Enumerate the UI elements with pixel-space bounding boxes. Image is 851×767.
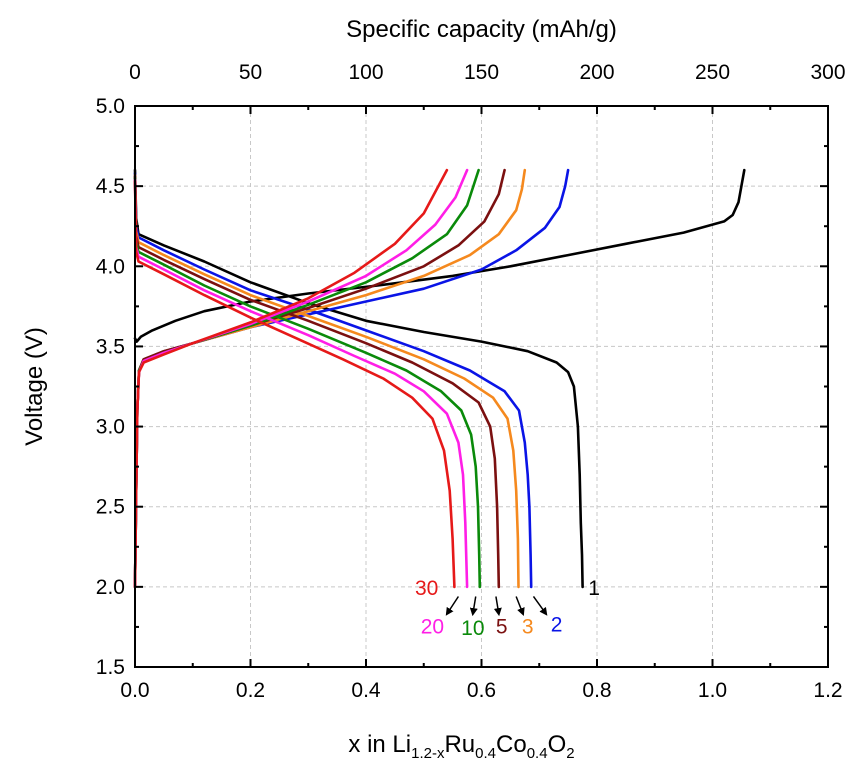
discharge-curve-cycle-30 xyxy=(133,180,456,589)
x-tick-label: 1.2 xyxy=(813,679,842,702)
grid-lines xyxy=(135,106,828,667)
top-axis-title: Specific capacity (mAh/g) xyxy=(346,16,617,43)
x2-tick-label: 100 xyxy=(348,61,383,84)
series-lines xyxy=(133,168,746,589)
charge-curve-cycle-30 xyxy=(133,168,449,589)
x-title-part-co: Co xyxy=(496,731,527,758)
x-title-sub-3: 0.4 xyxy=(527,745,548,762)
y-axis-title: Voltage (V) xyxy=(21,327,48,446)
cycle-arrow xyxy=(469,596,478,617)
annotations: 1 30 20 10 5 3 2 xyxy=(415,577,600,640)
x-title-sub-2: 0.4 xyxy=(475,745,496,762)
y-tick-label: 2.0 xyxy=(96,576,125,599)
y-tick-label: 2.5 xyxy=(96,496,125,519)
discharge-curve-cycle-1 xyxy=(133,168,584,589)
charge-curve-cycle-1 xyxy=(133,168,746,343)
y-tick-label: 3.0 xyxy=(96,416,125,439)
x-tick-label: 0.8 xyxy=(582,679,611,702)
x-tick-label: 0.2 xyxy=(236,679,265,702)
y-tick-label: 4.5 xyxy=(96,175,125,198)
x-title-sub-4: 2 xyxy=(566,745,574,762)
x-title-sub-1: 1.2-x xyxy=(411,745,445,762)
x2-tick-label: 0 xyxy=(129,61,141,84)
discharge-curve-cycle-10 xyxy=(133,176,482,589)
x-axis-title: x in Li1.2-xRu0.4Co0.4O2 xyxy=(348,731,574,762)
x-tick-label: 0.4 xyxy=(351,679,381,702)
cycle-label-30: 30 xyxy=(415,577,438,600)
cycle-arrow xyxy=(493,596,502,617)
axes: 0.0 0.2 0.4 0.6 0.8 1.0 1.2 0 50 100 150 200 250 300 1… xyxy=(96,61,846,702)
cycle-label-2: 2 xyxy=(551,614,563,637)
cycle-label-10: 10 xyxy=(461,617,484,640)
x2-tick-label: 150 xyxy=(464,61,499,84)
discharge-curve-cycle-3 xyxy=(133,173,520,589)
x-tick-label: 0.0 xyxy=(120,679,149,702)
x2-tick-label: 200 xyxy=(579,61,614,84)
y-tick-label: 4.0 xyxy=(96,255,125,278)
discharge-curve-cycle-5 xyxy=(133,175,501,589)
x-title-part-ru: Ru xyxy=(444,731,475,758)
x2-tick-label: 300 xyxy=(810,61,845,84)
cycle-arrow xyxy=(515,596,525,616)
discharge-curve-cycle-2 xyxy=(133,172,533,589)
charge-curve-cycle-2 xyxy=(133,168,570,589)
x-tick-label: 1.0 xyxy=(698,679,727,702)
y-tick-label: 3.5 xyxy=(96,335,125,358)
cycle-label-20: 20 xyxy=(421,615,444,638)
x2-tick-label: 250 xyxy=(695,61,730,84)
y-tick-label: 1.5 xyxy=(96,656,125,679)
y-tick-label: 5.0 xyxy=(96,95,125,118)
cycle-label-3: 3 xyxy=(522,615,534,638)
x2-tick-label: 50 xyxy=(239,61,262,84)
cycle-label-1: 1 xyxy=(588,577,600,600)
x-title-part-o: O xyxy=(548,731,567,758)
x-tick-label: 0.6 xyxy=(467,679,496,702)
cycle-label-5: 5 xyxy=(496,615,508,638)
x-title-part-base: x in Li xyxy=(348,731,411,758)
cycle-arrow xyxy=(445,596,460,616)
discharge-curve-cycle-20 xyxy=(133,178,469,589)
cycle-arrow xyxy=(532,596,548,616)
